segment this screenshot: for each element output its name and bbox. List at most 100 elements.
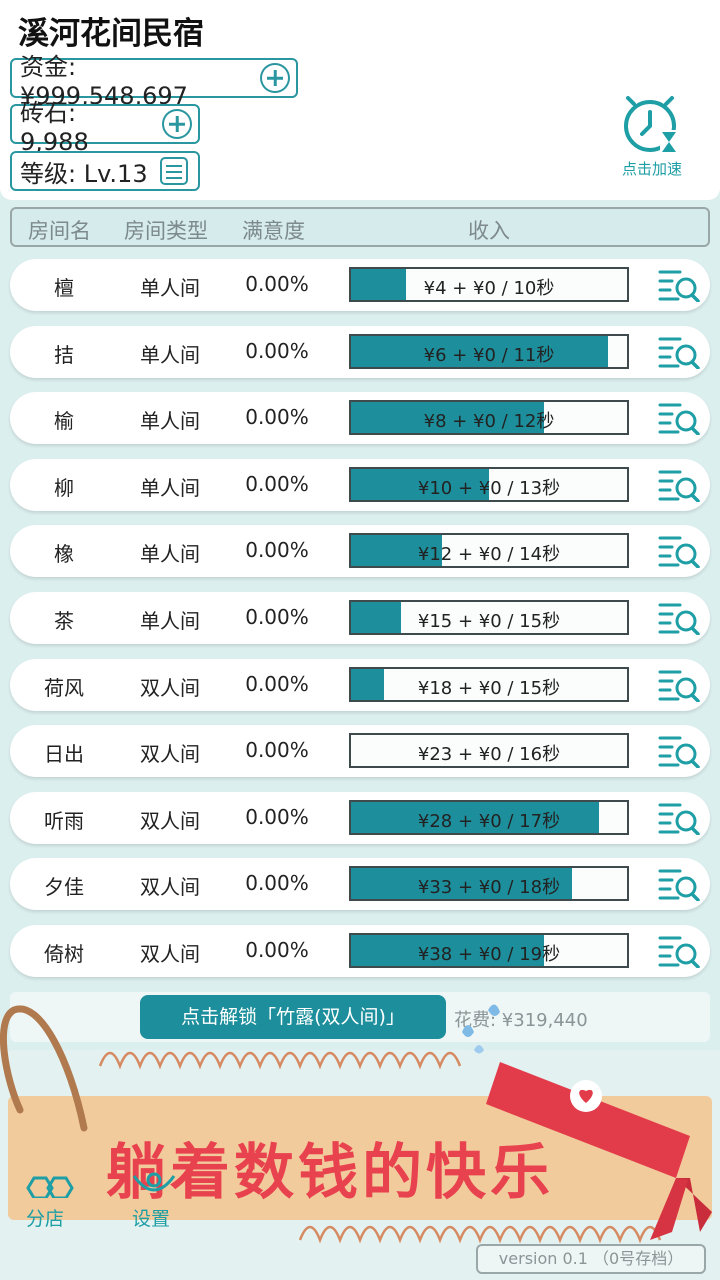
room-satisfaction: 0.00%: [245, 605, 309, 629]
nav-branch-label: 分店: [26, 1208, 65, 1230]
room-income: ¥33 + ¥0 / 18秒: [417, 877, 561, 898]
income-progress-fill: [351, 336, 608, 367]
income-progress-fill: [351, 868, 572, 899]
level-display: 等级: Lv.13: [10, 151, 200, 191]
room-type: 单人间: [140, 476, 200, 500]
room-name: 日出: [44, 742, 84, 766]
nav-settings[interactable]: 设置: [132, 1172, 176, 1231]
room-name: 倚树: [44, 942, 84, 966]
room-type: 单人间: [140, 609, 200, 633]
unlock-cost: 花费: ¥319,440: [454, 1010, 588, 1031]
col-room-name: 房间名: [28, 219, 91, 243]
table-header: 房间名 房间类型 满意度 收入: [10, 207, 710, 247]
list-search-icon[interactable]: [658, 867, 700, 901]
room-income: ¥18 + ¥0 / 15秒: [417, 678, 561, 699]
clock-hourglass-icon: [624, 96, 678, 154]
list-search-icon[interactable]: [658, 468, 700, 502]
room-income: ¥15 + ¥0 / 15秒: [417, 611, 561, 632]
room-name: 夕佳: [44, 875, 84, 899]
room-income: ¥28 + ¥0 / 17秒: [417, 811, 561, 832]
room-row[interactable]: 柳 单人间 0.00% ¥10 + ¥0 / 13秒: [10, 459, 710, 511]
room-row[interactable]: 橡 单人间 0.00% ¥12 + ¥0 / 14秒: [10, 525, 710, 577]
unlock-bar: 点击解锁「竹露(双人间)」 花费: ¥319,440: [10, 992, 710, 1042]
room-income: ¥4 + ¥0 / 10秒: [423, 278, 555, 299]
room-type: 单人间: [140, 542, 200, 566]
list-search-icon[interactable]: [658, 934, 700, 968]
income-progress-fill: [351, 535, 443, 566]
income-progress-bar: ¥23 + ¥0 / 16秒: [349, 733, 629, 768]
income-progress-bar: ¥38 + ¥0 / 19秒: [349, 933, 629, 968]
room-income: ¥38 + ¥0 / 19秒: [417, 944, 561, 965]
room-satisfaction: 0.00%: [245, 405, 309, 429]
room-name: 拮: [54, 343, 74, 367]
app-title: 溪河花间民宿: [18, 16, 204, 52]
gear-icon: [132, 1172, 176, 1192]
plus-circle-icon[interactable]: [162, 109, 192, 139]
list-search-icon[interactable]: [658, 801, 700, 835]
gems-display: 砖石: 9,988: [10, 99, 200, 156]
plus-circle-icon[interactable]: [260, 63, 290, 93]
version-label: version 0.1 （0号存档）: [476, 1244, 706, 1274]
income-progress-bar: ¥10 + ¥0 / 13秒: [349, 467, 629, 502]
room-income: ¥6 + ¥0 / 11秒: [423, 345, 555, 366]
room-row[interactable]: 榆 单人间 0.00% ¥8 + ¥0 / 12秒: [10, 392, 710, 444]
income-progress-bar: ¥15 + ¥0 / 15秒: [349, 600, 629, 635]
hexagons-icon: [26, 1176, 74, 1198]
income-progress-bar: ¥18 + ¥0 / 15秒: [349, 667, 629, 702]
room-satisfaction: 0.00%: [245, 738, 309, 762]
nav-branch[interactable]: 分店: [26, 1176, 74, 1231]
room-row[interactable]: 檀 单人间 0.00% ¥4 + ¥0 / 10秒: [10, 259, 710, 311]
list-search-icon[interactable]: [658, 268, 700, 302]
room-name: 檀: [54, 276, 74, 300]
list-search-icon[interactable]: [658, 601, 700, 635]
speed-up-button[interactable]: 点击加速: [612, 96, 692, 186]
room-satisfaction: 0.00%: [245, 472, 309, 496]
room-type: 单人间: [140, 276, 200, 300]
room-type: 单人间: [140, 409, 200, 433]
list-icon[interactable]: [159, 157, 188, 185]
income-progress-fill: [351, 469, 489, 500]
list-search-icon[interactable]: [658, 668, 700, 702]
nav-settings-label: 设置: [132, 1208, 171, 1230]
room-name: 橡: [54, 542, 74, 566]
room-type: 双人间: [140, 676, 200, 700]
speed-up-label: 点击加速: [621, 160, 682, 178]
income-progress-fill: [351, 669, 385, 700]
room-income: ¥23 + ¥0 / 16秒: [417, 744, 561, 765]
room-type: 双人间: [140, 742, 200, 766]
room-satisfaction: 0.00%: [245, 339, 309, 363]
room-row[interactable]: 日出 双人间 0.00% ¥23 + ¥0 / 16秒: [10, 725, 710, 777]
gems-label: 砖石: 9,988: [20, 98, 89, 156]
room-row[interactable]: 夕佳 双人间 0.00% ¥33 + ¥0 / 18秒: [10, 858, 710, 910]
list-search-icon[interactable]: [658, 534, 700, 568]
list-search-icon[interactable]: [658, 734, 700, 768]
room-row[interactable]: 茶 单人间 0.00% ¥15 + ¥0 / 15秒: [10, 592, 710, 644]
income-progress-bar: ¥6 + ¥0 / 11秒: [349, 334, 629, 369]
room-row[interactable]: 听雨 双人间 0.00% ¥28 + ¥0 / 17秒: [10, 792, 710, 844]
banner-text: 躺着数钱的快乐: [106, 1138, 554, 1208]
room-name: 柳: [54, 476, 74, 500]
room-satisfaction: 0.00%: [245, 938, 309, 962]
room-name: 听雨: [44, 809, 84, 833]
room-satisfaction: 0.00%: [245, 871, 309, 895]
room-satisfaction: 0.00%: [245, 272, 309, 296]
header: 溪河花间民宿 资金: ¥999,548,697 砖石: 9,988 等级: Lv…: [0, 0, 720, 200]
income-progress-fill: [351, 402, 545, 433]
income-progress-bar: ¥33 + ¥0 / 18秒: [349, 866, 629, 901]
room-row[interactable]: 拮 单人间 0.00% ¥6 + ¥0 / 11秒: [10, 326, 710, 378]
list-search-icon[interactable]: [658, 335, 700, 369]
col-satisfaction: 满意度: [242, 219, 305, 243]
room-row[interactable]: 倚树 双人间 0.00% ¥38 + ¥0 / 19秒: [10, 925, 710, 977]
income-progress-fill: [351, 269, 407, 300]
room-name: 榆: [54, 409, 74, 433]
col-income: 收入: [468, 219, 510, 243]
income-progress-bar: ¥12 + ¥0 / 14秒: [349, 533, 629, 568]
income-progress-bar: ¥4 + ¥0 / 10秒: [349, 267, 629, 302]
unlock-room-button[interactable]: 点击解锁「竹露(双人间)」: [140, 995, 446, 1039]
room-satisfaction: 0.00%: [245, 672, 309, 696]
income-progress-fill: [351, 935, 545, 966]
list-search-icon[interactable]: [658, 401, 700, 435]
room-type: 双人间: [140, 875, 200, 899]
room-satisfaction: 0.00%: [245, 805, 309, 829]
room-row[interactable]: 荷风 双人间 0.00% ¥18 + ¥0 / 15秒: [10, 659, 710, 711]
